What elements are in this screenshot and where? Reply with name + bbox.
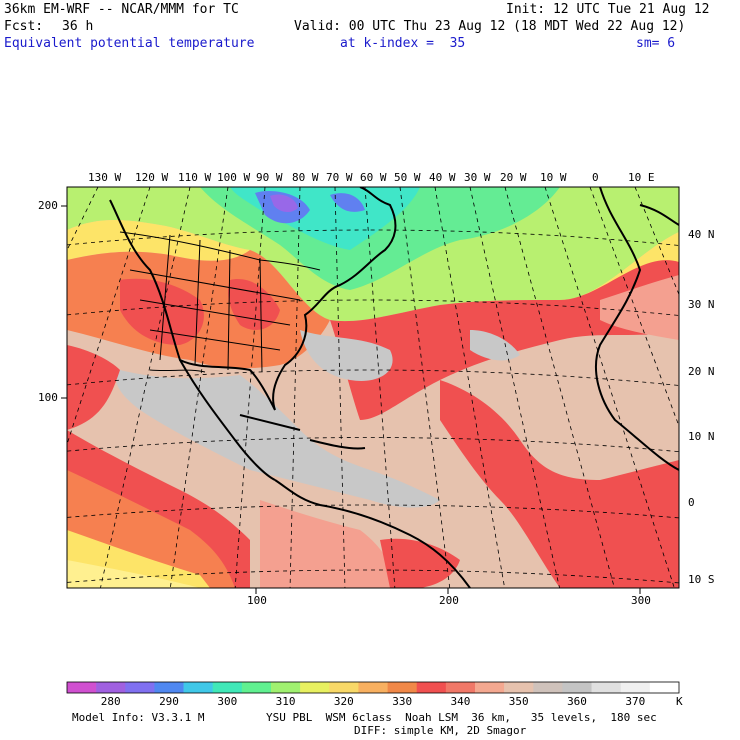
diffusion-info: DIFF: simple KM, 2D Smagor — [354, 724, 527, 737]
lon-label: 40 W — [429, 171, 456, 184]
lon-label: 20 W — [500, 171, 527, 184]
lon-label: 120 W — [135, 171, 169, 184]
lon-label: 50 W — [394, 171, 421, 184]
colorbar-tick-label: 290 — [159, 695, 179, 708]
smoothing-label: sm= 6 — [636, 36, 676, 51]
colorbar-tick-label: 370 — [625, 695, 646, 708]
valid-time: Valid: 00 UTC Thu 23 Aug 12 (18 MDT Wed … — [294, 19, 686, 34]
map-frame — [66, 186, 680, 589]
lat-label: 30 N — [688, 298, 715, 311]
lon-label: 130 W — [88, 171, 122, 184]
colorbar-frame — [66, 681, 680, 694]
colorbar-tick-label: 300 — [217, 695, 238, 708]
forecast-label: Fcst: — [4, 19, 44, 34]
grid-y-label: 100 — [38, 391, 58, 404]
colorbar-swatch — [562, 682, 592, 693]
model-title: 36km EM-WRF -- NCAR/MMM for TC — [4, 2, 239, 17]
model-info: Model Info: V3.3.1 M — [72, 711, 205, 724]
coastlines — [109, 187, 679, 588]
field-name: Equivalent potential temperature — [4, 36, 255, 51]
lon-label: 80 W — [292, 171, 319, 184]
colorbar-tick-label: 360 — [567, 695, 587, 708]
colorbar-swatch — [649, 682, 680, 693]
colorbar-tick-label: 280 — [100, 695, 121, 708]
colorbar-swatch — [504, 682, 534, 693]
lat-label: 20 N — [688, 365, 715, 378]
lon-label: 10 W — [540, 171, 567, 184]
colorbar-swatch — [533, 682, 563, 693]
colorbar-swatch — [620, 682, 651, 693]
lat-label: 40 N — [688, 228, 715, 241]
colorbar-swatch — [329, 682, 359, 693]
colorbar-swatch — [591, 682, 622, 693]
lon-label: 90 W — [256, 171, 283, 184]
lon-label: 0 — [592, 171, 599, 184]
lon-label: 100 W — [217, 171, 251, 184]
grid-x-label: 100 — [247, 594, 267, 607]
lon-label: 110 W — [178, 171, 212, 184]
lat-label: 0 — [688, 496, 695, 509]
colorbar-unit: K — [676, 695, 683, 708]
colorbar-tick-label: 340 — [450, 695, 471, 708]
colorbar-tick-label: 310 — [275, 695, 296, 708]
colorbar-swatch — [96, 682, 126, 693]
level-label: at k-index = 35 — [340, 36, 466, 51]
lon-label: 60 W — [360, 171, 387, 184]
lon-label: 10 E — [628, 171, 655, 184]
colorbar-swatch — [271, 682, 301, 693]
colorbar-tick-label: 320 — [333, 695, 354, 708]
grid-x-label: 300 — [631, 594, 651, 607]
forecast-hours: 36 h — [62, 19, 94, 34]
colorbar-swatch — [387, 682, 418, 693]
lon-label: 30 W — [464, 171, 491, 184]
graticule — [67, 187, 679, 588]
colorbar-swatch — [183, 682, 214, 693]
colorbar — [66, 681, 680, 694]
physics-info: YSU PBL WSM 6class Noah LSM 36 km, 35 le… — [266, 711, 657, 724]
colorbar-tick-label: 350 — [508, 695, 529, 708]
colorbar-swatch — [241, 682, 272, 693]
lat-label: 10 S — [688, 573, 715, 586]
colorbar-tick-label: 330 — [392, 695, 413, 708]
grid-x-label: 200 — [439, 594, 459, 607]
political-borders — [119, 231, 321, 373]
colorbar-swatch — [358, 682, 388, 693]
lat-label: 10 N — [688, 430, 715, 443]
colorbar-swatch — [445, 682, 476, 693]
colorbar-swatch — [154, 682, 184, 693]
colorbar-swatch — [67, 682, 97, 693]
colorbar-swatch — [212, 682, 243, 693]
axis-ticks — [61, 205, 641, 594]
colorbar-swatch — [475, 682, 505, 693]
theta-e-field — [67, 187, 679, 588]
lon-label: 70 W — [326, 171, 353, 184]
grid-y-label: 200 — [38, 199, 58, 212]
init-time: Init: 12 UTC Tue 21 Aug 12 — [506, 2, 710, 17]
colorbar-swatch — [300, 682, 330, 693]
colorbar-swatch — [416, 682, 447, 693]
colorbar-swatch — [125, 682, 155, 693]
